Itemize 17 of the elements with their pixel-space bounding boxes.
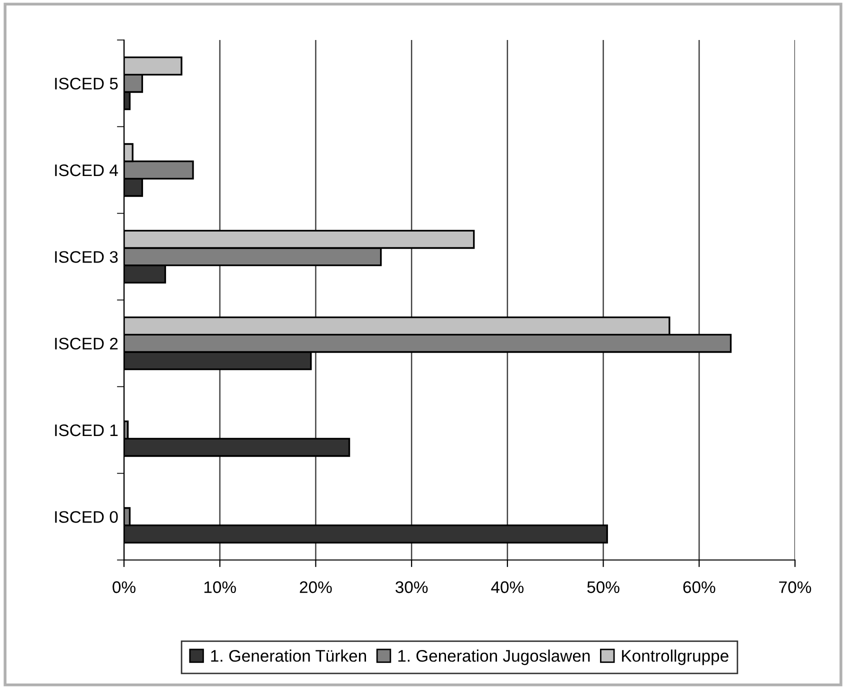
legend-label: 1. Generation Jugoslawen bbox=[398, 650, 590, 666]
x-tick-label: 40% bbox=[491, 581, 524, 594]
y-tick-label: ISCED 3 bbox=[55, 251, 118, 263]
x-tick-label: 70% bbox=[779, 581, 812, 594]
legend-label: 1. Generation Türken bbox=[211, 650, 366, 662]
y-tick-label: ISCED 5 bbox=[55, 78, 118, 90]
x-tick-label: 0% bbox=[112, 581, 136, 594]
x-tick-label: 50% bbox=[587, 581, 620, 594]
legend-label: Kontrollgruppe bbox=[622, 650, 728, 666]
x-tick-label: 10% bbox=[204, 581, 236, 594]
y-tick-label: ISCED 1 bbox=[55, 424, 118, 436]
y-tick-label: ISCED 4 bbox=[55, 164, 118, 176]
x-tick-label: 30% bbox=[396, 581, 428, 594]
x-tick-label: 60% bbox=[683, 581, 716, 594]
x-tick-label: 20% bbox=[300, 581, 332, 594]
y-tick-label: ISCED 2 bbox=[55, 338, 118, 350]
y-tick-label: ISCED 0 bbox=[55, 511, 118, 523]
